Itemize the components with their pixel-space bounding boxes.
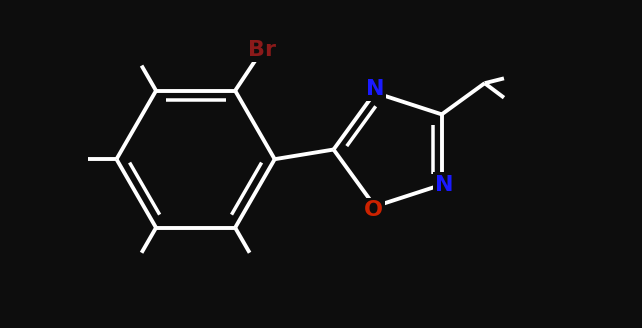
Text: O: O — [363, 200, 383, 220]
Text: N: N — [366, 79, 384, 99]
Text: N: N — [435, 175, 454, 195]
Text: Br: Br — [248, 40, 276, 60]
